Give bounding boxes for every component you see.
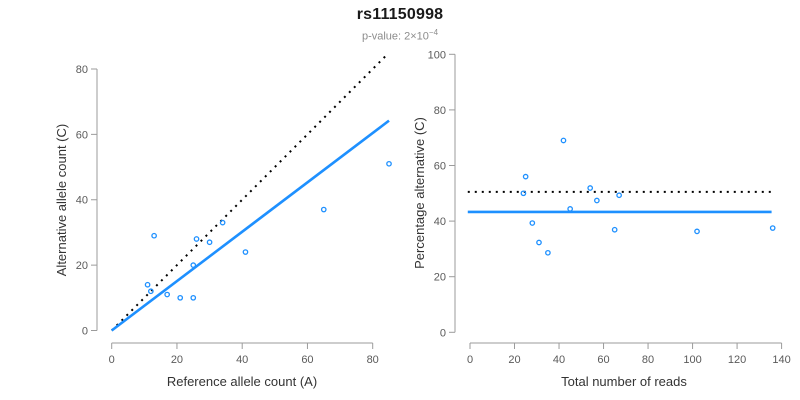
data-point (148, 288, 154, 295)
data-point (164, 291, 171, 298)
y-tick-label: 80 (76, 64, 88, 76)
data-point (190, 294, 197, 301)
x-tick-label: 40 (236, 354, 248, 366)
x-tick-label: 20 (171, 354, 183, 366)
allele-count-plot: 0 20 40 60 80 0 20 40 60 80 Reference allele count… (54, 55, 392, 389)
y-tick-label: 40 (434, 216, 446, 228)
fit-line (110, 119, 390, 332)
data-point (320, 206, 327, 213)
data-point (769, 225, 776, 231)
data-point (206, 239, 213, 246)
x-tick-label: 0 (109, 354, 115, 366)
x-tick-label: 120 (728, 354, 746, 366)
y-axis-title: Alternative allele count (C) (54, 124, 69, 276)
data-point (193, 236, 200, 242)
data-point (594, 197, 600, 204)
data-point (144, 281, 151, 288)
data-point (219, 219, 226, 226)
y-tick-label: 20 (76, 260, 88, 272)
data-point (529, 220, 536, 226)
y-tick-label: 40 (76, 195, 88, 207)
data-point (694, 228, 700, 235)
x-tick-label: 40 (553, 354, 565, 366)
x-tick-label: 80 (642, 354, 654, 366)
data-point (545, 249, 551, 256)
x-axis-title: Total number of reads (561, 374, 687, 389)
y-tick-label: 20 (434, 272, 446, 284)
y-tick-label: 60 (434, 161, 446, 173)
data-point (616, 192, 622, 199)
x-tick-label: 140 (772, 354, 790, 366)
data-point (177, 294, 184, 301)
y-tick-label: 0 (440, 327, 446, 339)
data-point (522, 173, 529, 180)
data-point (536, 239, 542, 246)
y-tick-label: 60 (76, 129, 88, 141)
data-point (520, 190, 527, 197)
y-axis-title: Percentage alternative (C) (412, 117, 427, 269)
percentage-reads-plot: 0 20 40 60 80 100 0 20 40 60 80 100 120 140 Total numb… (412, 49, 791, 389)
data-point (242, 249, 249, 255)
x-tick-label: 60 (301, 354, 313, 366)
y-tick-label: 100 (428, 49, 446, 61)
data-point (587, 185, 594, 191)
x-axis-title: Reference allele count (A) (167, 374, 317, 389)
x-tick-label: 20 (508, 354, 520, 366)
identity-line (110, 55, 387, 332)
data-point (567, 206, 574, 212)
y-tick-label: 0 (82, 326, 88, 338)
y-tick-label: 80 (434, 105, 446, 117)
x-tick-label: 0 (467, 354, 473, 366)
x-tick-label: 100 (683, 354, 701, 366)
data-point (560, 137, 567, 144)
x-tick-label: 60 (597, 354, 609, 366)
x-tick-label: 80 (367, 354, 379, 366)
data-point (190, 262, 197, 268)
data-point (611, 226, 618, 233)
data-point (151, 232, 157, 239)
data-point (386, 160, 392, 167)
